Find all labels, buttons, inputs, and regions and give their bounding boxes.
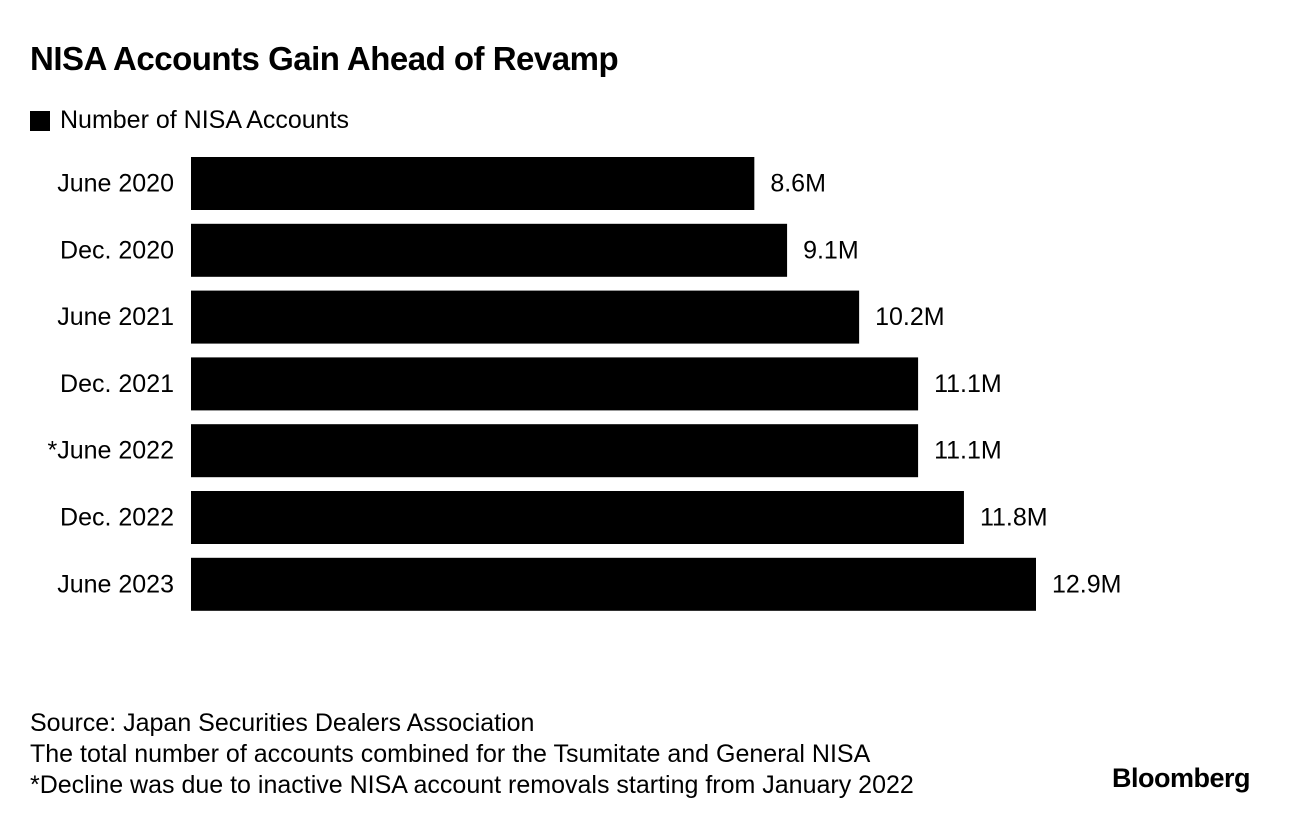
value-label-2: 10.2M [875, 303, 944, 331]
chart-title: NISA Accounts Gain Ahead of Revamp [30, 40, 619, 77]
bar-4 [191, 424, 919, 478]
value-label-1: 9.1M [803, 236, 859, 264]
bar-2 [191, 290, 860, 344]
source-note: Source: Japan Securities Dealers Associa… [30, 709, 535, 737]
legend-label: Number of NISA Accounts [60, 106, 350, 134]
category-label-0: June 2020 [57, 170, 174, 198]
footnotes: Source: Japan Securities Dealers Associa… [30, 708, 914, 801]
bar-0 [191, 157, 755, 210]
footnote-decline: *Decline was due to inactive NISA accoun… [30, 771, 914, 799]
footnote-total: The total number of accounts combined fo… [30, 740, 871, 768]
value-label-5: 11.8M [980, 504, 1048, 532]
value-label-0: 8.6M [770, 170, 826, 198]
legend: Number of NISA Accounts [30, 106, 349, 135]
legend-swatch [30, 110, 50, 131]
value-label-3: 11.1M [934, 370, 1002, 398]
bloomberg-logo: Bloomberg [1112, 763, 1251, 793]
bar-1 [191, 223, 788, 277]
category-label-1: Dec. 2020 [60, 236, 174, 264]
bar-5 [191, 491, 964, 544]
category-label-5: Dec. 2022 [60, 504, 174, 532]
bar-3 [191, 357, 919, 411]
value-label-6: 12.9M [1052, 570, 1121, 598]
category-label-3: Dec. 2021 [60, 370, 174, 398]
bar-6 [191, 557, 1036, 611]
category-label-4: *June 2022 [47, 437, 174, 465]
category-label-2: June 2021 [57, 303, 174, 331]
category-label-6: June 2023 [57, 570, 174, 598]
value-label-4: 11.1M [934, 437, 1002, 465]
